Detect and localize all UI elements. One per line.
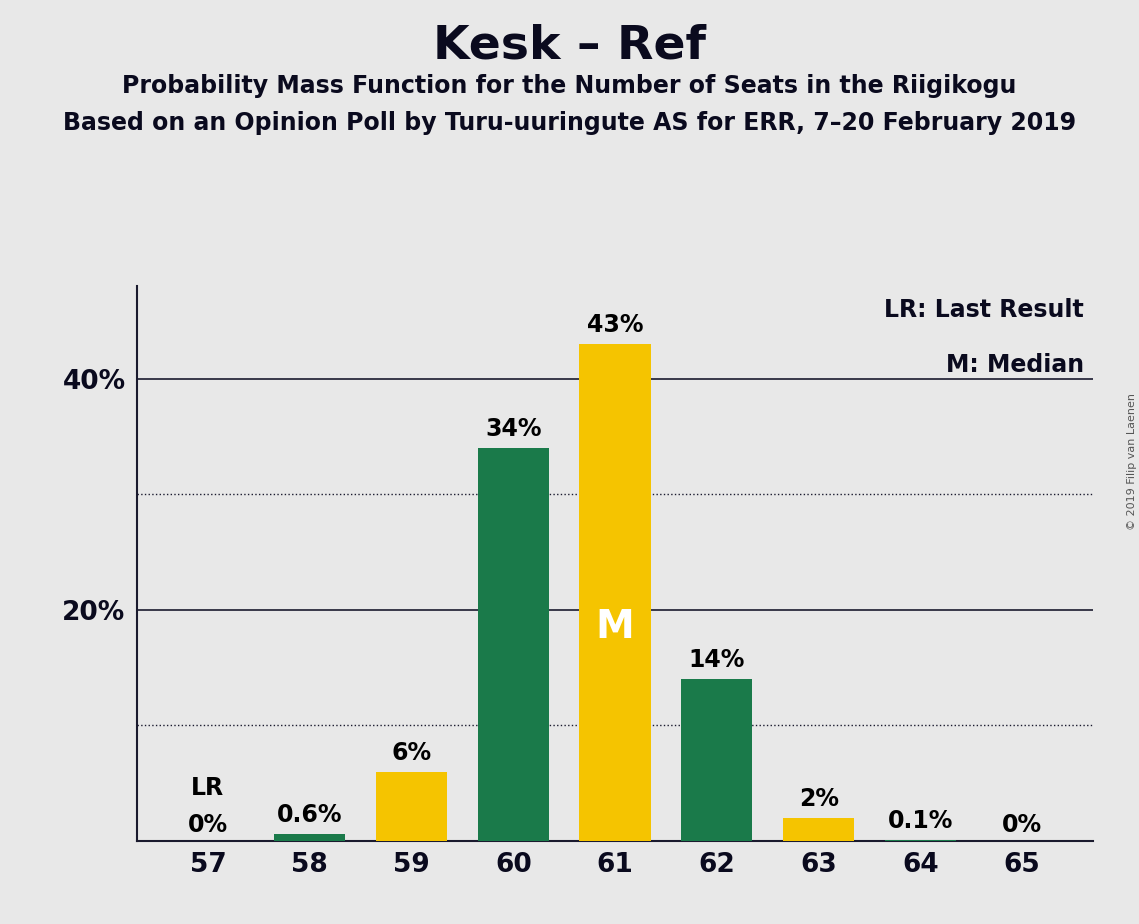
Text: 0%: 0%: [188, 813, 228, 837]
Text: Kesk – Ref: Kesk – Ref: [433, 23, 706, 68]
Text: Based on an Opinion Poll by Turu-uuringute AS for ERR, 7–20 February 2019: Based on an Opinion Poll by Turu-uuringu…: [63, 111, 1076, 135]
Bar: [681, 679, 753, 841]
Text: 43%: 43%: [587, 313, 644, 337]
Text: 0.1%: 0.1%: [887, 808, 953, 833]
Text: 14%: 14%: [689, 649, 745, 673]
Bar: [376, 772, 448, 841]
Text: 6%: 6%: [392, 741, 432, 765]
Bar: [885, 840, 956, 841]
Bar: [274, 833, 345, 841]
Bar: [477, 448, 549, 841]
Text: Probability Mass Function for the Number of Seats in the Riigikogu: Probability Mass Function for the Number…: [122, 74, 1017, 98]
Text: M: M: [596, 608, 634, 646]
Text: 0.6%: 0.6%: [277, 803, 343, 827]
Text: LR: Last Result: LR: Last Result: [884, 298, 1084, 322]
Bar: [782, 818, 854, 841]
Bar: [580, 345, 650, 841]
Text: © 2019 Filip van Laenen: © 2019 Filip van Laenen: [1126, 394, 1137, 530]
Text: 2%: 2%: [798, 787, 838, 811]
Text: 34%: 34%: [485, 418, 541, 442]
Text: M: Median: M: Median: [945, 353, 1084, 377]
Text: 0%: 0%: [1002, 813, 1042, 837]
Text: LR: LR: [191, 776, 224, 800]
